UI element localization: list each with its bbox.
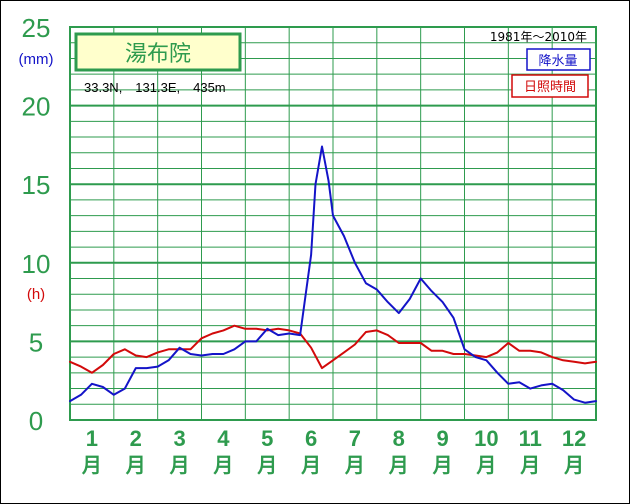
grid [69, 26, 597, 421]
unit-label-mm: (mm) [19, 51, 54, 68]
chart-title: 湯布院 [125, 42, 191, 67]
x-tick-unit: 月 [125, 453, 146, 477]
x-tick-unit: 月 [388, 453, 409, 477]
x-tick-label: 12 [562, 426, 586, 451]
x-tick-unit: 月 [432, 453, 453, 477]
x-tick-label: 3 [173, 426, 185, 451]
x-tick-label: 5 [261, 426, 273, 451]
period-label: 1981年〜2010年 [490, 30, 587, 44]
x-tick-unit: 月 [344, 453, 365, 477]
x-tick-unit: 月 [256, 453, 277, 477]
y-tick-label: 0 [29, 406, 43, 436]
y-tick-label: 20 [22, 92, 51, 122]
legend-box-precip [526, 48, 591, 71]
x-tick-unit: 月 [212, 453, 233, 477]
x-tick-label: 2 [130, 426, 142, 451]
x-tick-unit: 月 [563, 453, 584, 477]
location-label: 33.3N, 131.3E, 435m [84, 80, 226, 95]
x-tick-unit: 月 [519, 453, 540, 477]
legend-precip: 降水量 [538, 54, 577, 69]
y-tick-label: 5 [29, 327, 43, 357]
x-tick-label: 6 [305, 426, 317, 451]
x-tick-label: 8 [393, 426, 405, 451]
x-tick-unit: 月 [475, 453, 496, 477]
series-line-降水量 [69, 145, 597, 404]
x-tick-unit: 月 [81, 453, 102, 477]
x-tick-label: 7 [349, 426, 361, 451]
unit-label-h: (h) [27, 286, 45, 303]
x-tick-label: 10 [474, 426, 498, 451]
x-tick-unit: 月 [169, 453, 190, 477]
series-lines [69, 145, 597, 404]
x-tick-label: 4 [217, 426, 230, 451]
x-tick-label: 9 [436, 426, 448, 451]
x-tick-label: 11 [519, 426, 542, 451]
title-box [74, 32, 242, 72]
legend-sunshine: 日照時間 [524, 80, 576, 95]
y-tick-label: 10 [22, 249, 51, 279]
x-tick-unit: 月 [300, 453, 321, 477]
series-line-日照時間 [69, 324, 597, 374]
legend-box-sunshine [511, 74, 589, 98]
x-tick-label: 1 [86, 426, 98, 451]
y-tick-label: 15 [22, 170, 51, 200]
y-tick-label: 25 [22, 13, 51, 43]
